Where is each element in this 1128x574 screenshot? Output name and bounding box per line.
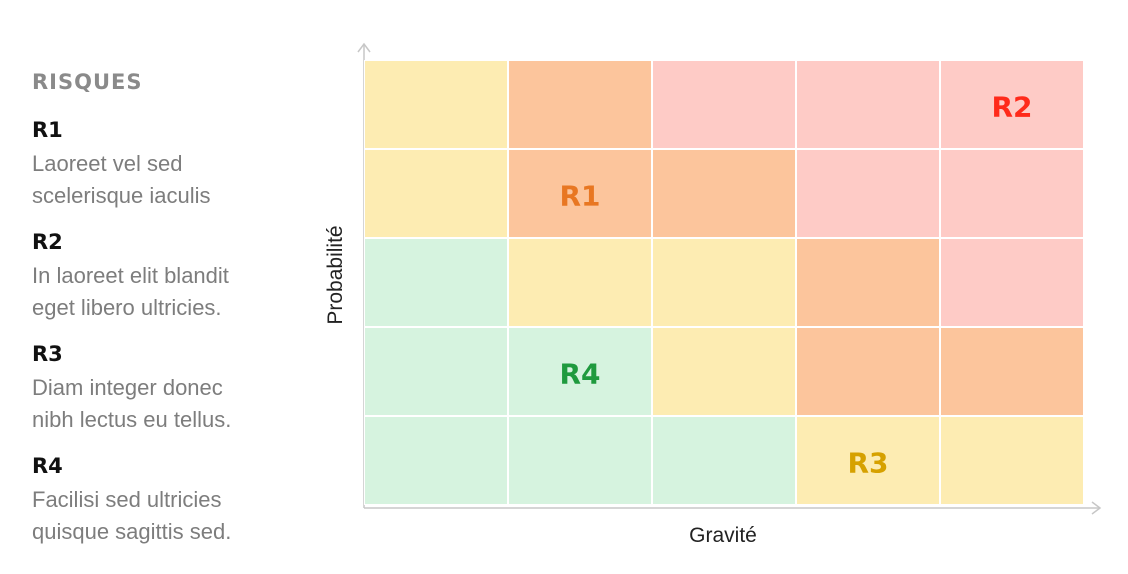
legend-item-description: Diam integer donec nibh lectus eu tellus… — [32, 372, 302, 436]
matrix-cell-green — [508, 327, 652, 416]
legend-item-description-line: nibh lectus eu tellus. — [32, 407, 232, 432]
legend-item-id: R4 — [32, 454, 63, 478]
legend-item-description-line: quisque sagittis sed. — [32, 519, 232, 544]
risk-matrix: R1 R2 R3 R4 — [364, 60, 1084, 507]
risk-marker-r1: R1 — [559, 179, 601, 212]
y-axis-label: Probabilité — [324, 225, 347, 325]
legend-item-description-line: eget libero ultricies. — [32, 295, 222, 320]
legend-item-r2: R2 In laoreet elit blandit eget libero u… — [32, 230, 302, 324]
matrix-cell-red — [940, 149, 1084, 238]
matrix-cell-red — [652, 60, 796, 149]
matrix-cell-yellow — [652, 238, 796, 327]
matrix-cell-yellow — [940, 416, 1084, 505]
matrix-cell-green — [652, 416, 796, 505]
legend-item-description-line: In laoreet elit blandit — [32, 263, 229, 288]
legend-item-r3: R3 Diam integer donec nibh lectus eu tel… — [32, 342, 302, 436]
legend-item-id: R3 — [32, 342, 63, 366]
risk-marker-r3: R3 — [847, 446, 889, 479]
matrix-cell-orange — [796, 327, 940, 416]
legend-title: RISQUES — [32, 70, 143, 94]
matrix-cell-green — [508, 416, 652, 505]
matrix-cell-yellow — [652, 327, 796, 416]
legend-item-description-line: Facilisi sed ultricies — [32, 487, 222, 512]
matrix-cell-orange — [508, 60, 652, 149]
x-axis-arrow-icon — [1091, 501, 1102, 515]
legend-item-description: Facilisi sed ultricies quisque sagittis … — [32, 484, 302, 548]
matrix-cell-red — [796, 60, 940, 149]
matrix-cell-red — [940, 238, 1084, 327]
x-axis-label: Gravité — [689, 524, 757, 547]
risk-marker-r2: R2 — [991, 90, 1033, 123]
matrix-cell-green — [364, 416, 508, 505]
matrix-cell-red — [796, 149, 940, 238]
matrix-cell-yellow — [796, 416, 940, 505]
risk-marker-r4: R4 — [559, 357, 601, 390]
matrix-cell-orange — [652, 149, 796, 238]
legend-item-r1: R1 Laoreet vel sed scelerisque iaculis — [32, 118, 302, 212]
matrix-cell-green — [364, 327, 508, 416]
matrix-cell-orange — [508, 149, 652, 238]
legend-item-id: R1 — [32, 118, 63, 142]
matrix-cell-green — [364, 238, 508, 327]
legend-item-description: Laoreet vel sed scelerisque iaculis — [32, 148, 302, 212]
legend-item-r4: R4 Facilisi sed ultricies quisque sagitt… — [32, 454, 302, 548]
legend-item-description-line: scelerisque iaculis — [32, 183, 211, 208]
legend-item-description-line: Laoreet vel sed — [32, 151, 183, 176]
matrix-cell-yellow — [364, 149, 508, 238]
matrix-cell-orange — [940, 327, 1084, 416]
legend-item-description-line: Diam integer donec — [32, 375, 223, 400]
matrix-cell-yellow — [508, 238, 652, 327]
legend-item-id: R2 — [32, 230, 63, 254]
legend-item-description: In laoreet elit blandit eget libero ultr… — [32, 260, 302, 324]
risk-legend: RISQUES R1 Laoreet vel sed scelerisque i… — [32, 70, 302, 566]
y-axis-arrow-icon — [357, 42, 371, 53]
matrix-cell-orange — [796, 238, 940, 327]
matrix-cell-red — [940, 60, 1084, 149]
matrix-cell-yellow — [364, 60, 508, 149]
